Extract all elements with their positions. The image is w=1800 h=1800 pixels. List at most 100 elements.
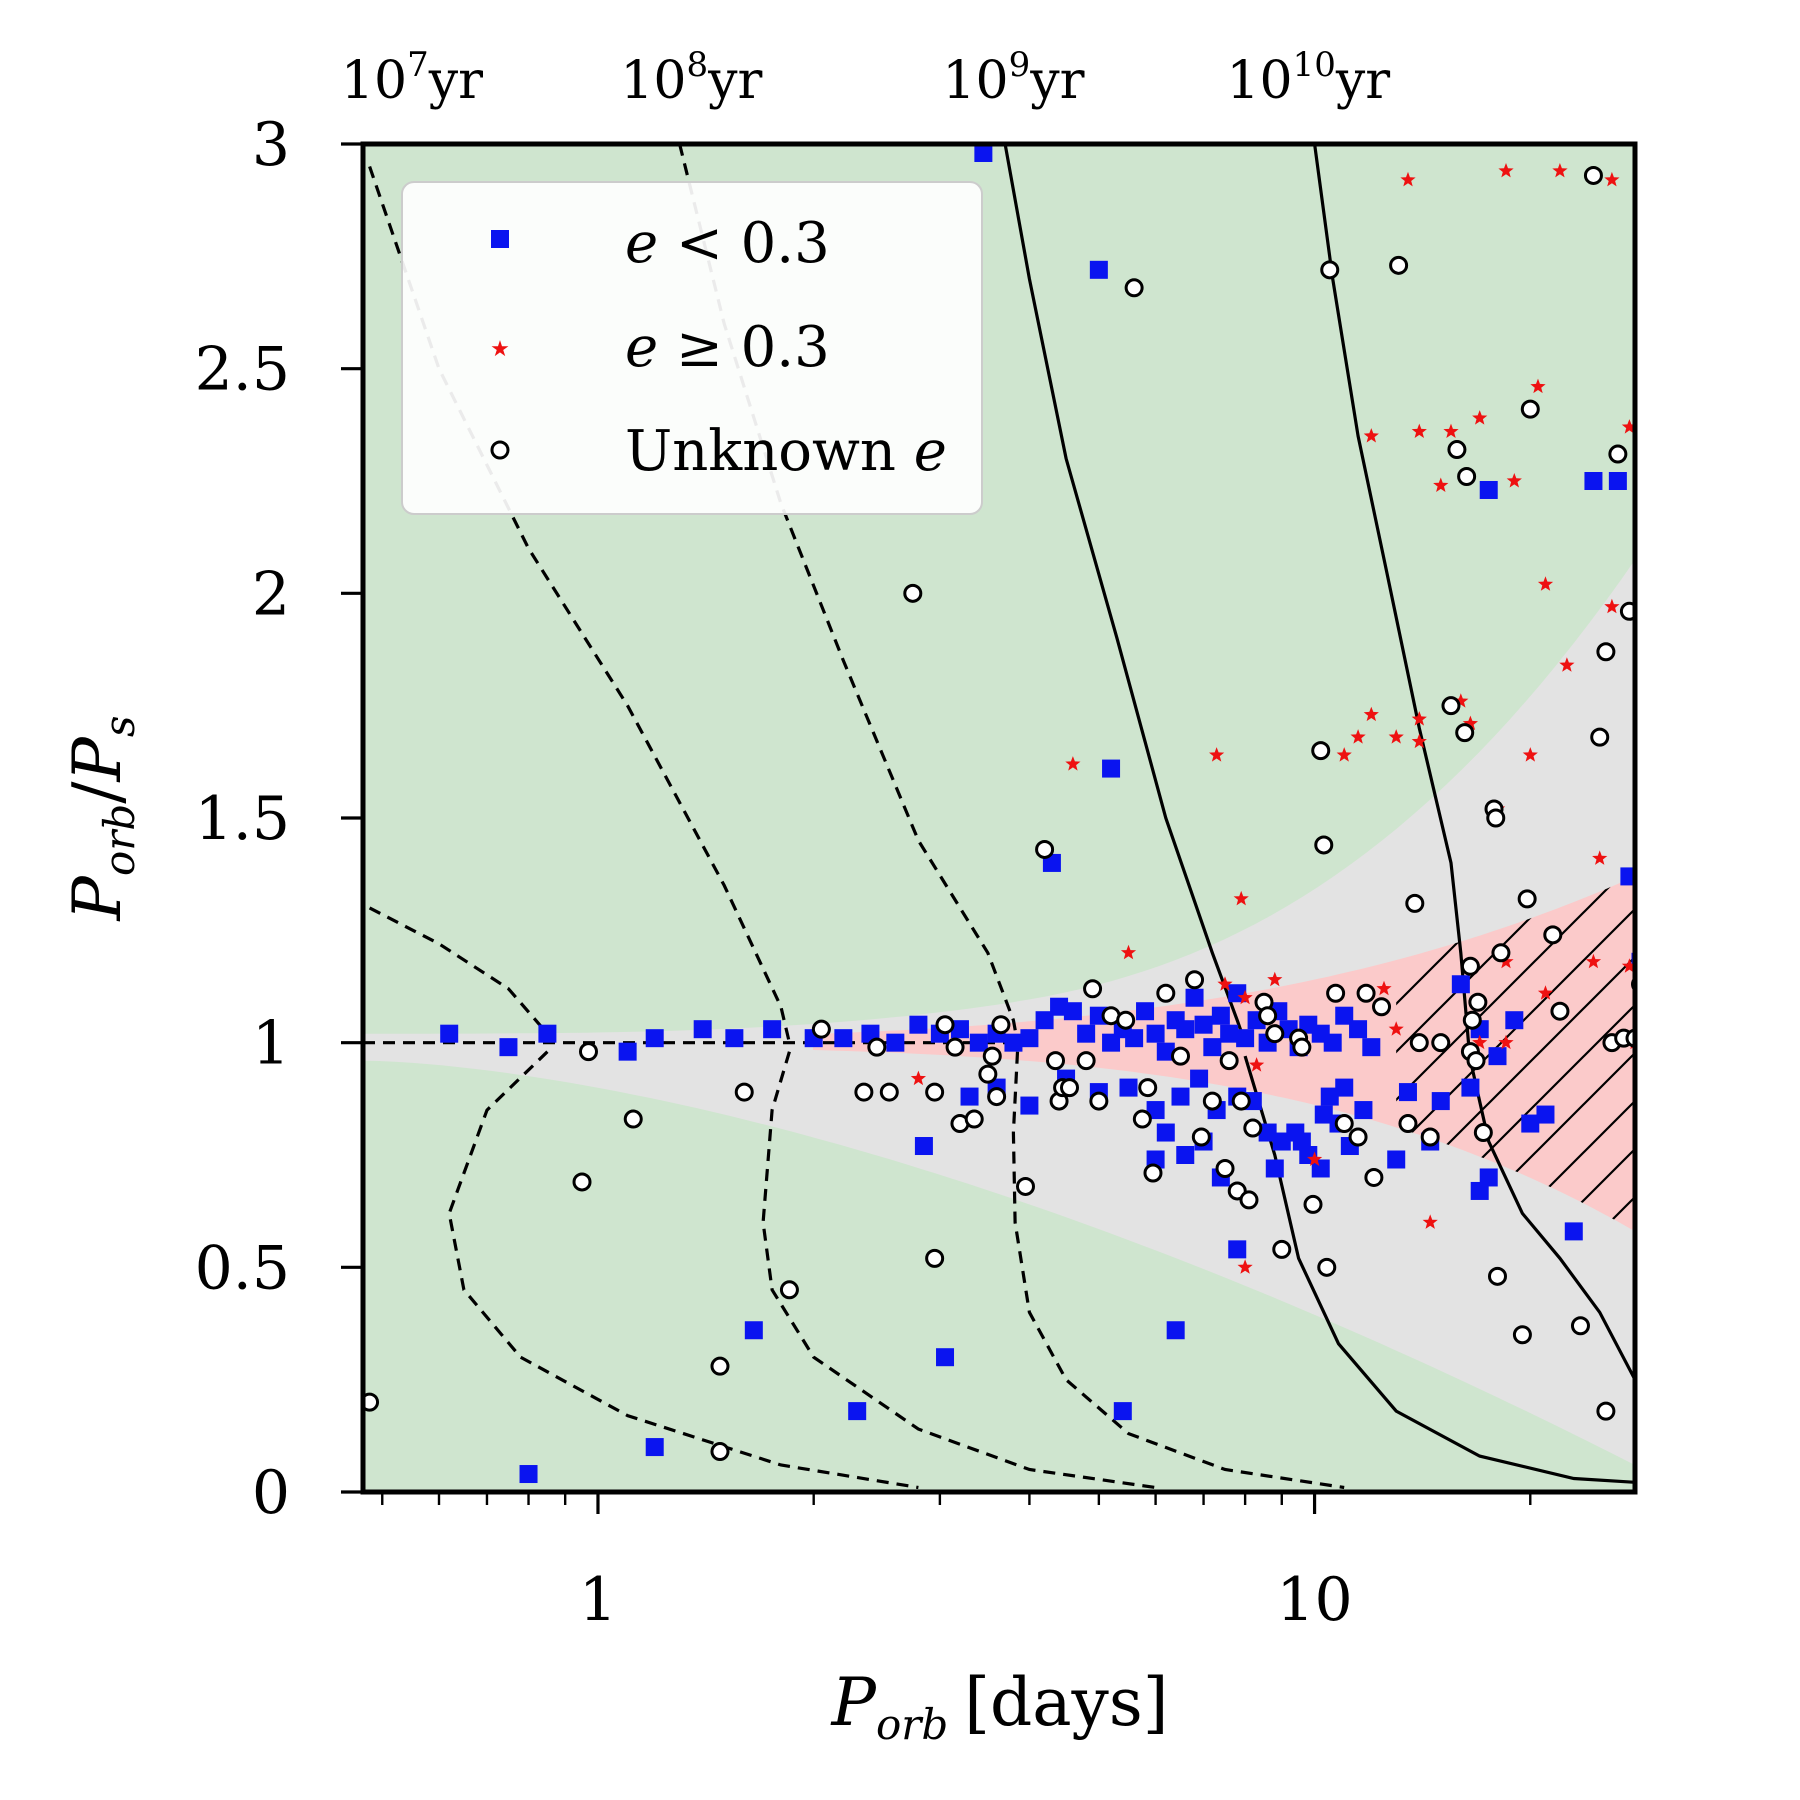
data-point-unknown-e — [1431, 1033, 1451, 1053]
top-age-label: 107yr — [341, 45, 483, 111]
data-point-low-e — [1536, 1105, 1555, 1124]
data-point-unknown-e — [1640, 298, 1656, 314]
data-point-low-e — [1146, 1024, 1165, 1043]
data-point-low-e — [1113, 1402, 1132, 1421]
data-point-unknown-e — [1202, 1091, 1222, 1111]
data-point-low-e — [1185, 988, 1204, 1007]
data-point-low-e — [1119, 1078, 1138, 1097]
legend-circle-marker — [490, 440, 510, 460]
data-point-unknown-e — [1455, 723, 1475, 743]
data-point-high-e — [1433, 477, 1449, 492]
data-point-unknown-e — [1512, 1325, 1532, 1345]
data-point-unknown-e — [1596, 1401, 1616, 1421]
data-point-low-e — [1125, 1029, 1144, 1048]
data-point-low-e — [1479, 1168, 1498, 1187]
data-point-high-e — [1237, 1259, 1253, 1274]
legend-label-unknown-e: Unknown e — [625, 419, 947, 484]
data-point-high-e — [910, 1070, 926, 1086]
data-point-low-e — [1362, 1038, 1381, 1057]
data-point-unknown-e — [903, 583, 923, 603]
data-point-unknown-e — [363, 1392, 380, 1412]
data-point-low-e — [1258, 1123, 1277, 1142]
data-point-low-e — [1265, 1159, 1284, 1178]
data-point-unknown-e — [1015, 1176, 1035, 1196]
data-point-unknown-e — [1317, 1257, 1337, 1277]
data-point-high-e — [1472, 1034, 1488, 1050]
contour-upper-1e11 — [1313, 144, 1471, 1043]
data-point-high-e — [1537, 576, 1554, 591]
data-point-unknown-e — [879, 1082, 899, 1102]
data-point-unknown-e — [1473, 1123, 1493, 1143]
data-point-low-e — [1608, 472, 1627, 490]
data-point-low-e — [936, 1348, 955, 1367]
data-point-unknown-e — [1258, 1006, 1278, 1026]
data-point-low-e — [744, 1321, 763, 1340]
data-point-unknown-e — [1389, 255, 1409, 275]
data-point-unknown-e — [1035, 839, 1055, 859]
data-point-high-e — [1506, 473, 1522, 488]
data-point-low-e — [914, 1137, 933, 1156]
y-tick-label: 0.5 — [195, 1233, 290, 1303]
data-markers — [363, 144, 1665, 1484]
data-point-low-e — [1642, 683, 1660, 701]
data-point-unknown-e — [1231, 1091, 1251, 1111]
data-point-unknown-e — [987, 1087, 1007, 1107]
data-point-low-e — [1166, 1321, 1185, 1340]
plot-area — [363, 144, 1665, 1492]
data-point-unknown-e — [854, 1082, 874, 1102]
data-point-high-e — [1559, 657, 1575, 672]
data-point-low-e — [1020, 1029, 1039, 1048]
data-point-low-e — [499, 1038, 518, 1057]
data-point-unknown-e — [964, 1109, 984, 1129]
data-point-low-e — [1050, 997, 1069, 1016]
data-point-unknown-e — [1083, 979, 1103, 999]
data-point-unknown-e — [1320, 260, 1340, 280]
legend-label-high-e: e ≥ 0.3 — [625, 315, 830, 380]
data-point-high-e — [1453, 693, 1469, 708]
data-point-unknown-e — [1466, 1051, 1486, 1071]
data-point-unknown-e — [1314, 835, 1334, 855]
data-point-unknown-e — [1138, 1078, 1158, 1098]
legend-label-low-e: e < 0.3 — [625, 211, 830, 276]
data-point-low-e — [1311, 1159, 1330, 1178]
data-point-unknown-e — [1420, 1127, 1440, 1147]
data-point-low-e — [1335, 1006, 1354, 1025]
data-point-unknown-e — [1132, 1109, 1152, 1129]
data-point-low-e — [1176, 1020, 1195, 1039]
data-point-low-e — [1089, 260, 1108, 279]
data-point-unknown-e — [1124, 278, 1144, 298]
data-point-unknown-e — [811, 1019, 831, 1039]
data-point-high-e — [1376, 980, 1392, 996]
data-point-low-e — [1194, 1015, 1213, 1034]
data-point-unknown-e — [1570, 1316, 1590, 1336]
data-point-unknown-e — [978, 1064, 998, 1084]
data-point-unknown-e — [1468, 992, 1488, 1012]
data-point-high-e — [1336, 747, 1352, 762]
data-point-unknown-e — [1060, 1078, 1080, 1098]
data-point-unknown-e — [1520, 399, 1540, 419]
y-tick-label: 2 — [252, 559, 290, 629]
data-point-unknown-e — [1156, 983, 1176, 1003]
data-point-high-e — [1233, 890, 1249, 906]
data-point-low-e — [1077, 1024, 1096, 1043]
data-point-unknown-e — [1219, 1051, 1239, 1071]
data-point-unknown-e — [1143, 1163, 1163, 1183]
data-point-unknown-e — [1292, 1037, 1312, 1057]
data-point-high-e — [1530, 378, 1546, 394]
legend-item-high-e: ★ e ≥ 0.3 — [490, 315, 830, 380]
data-point-high-e — [1462, 715, 1478, 731]
data-point-low-e — [1488, 1047, 1507, 1066]
data-point-high-e — [1498, 1034, 1514, 1050]
data-point-low-e — [960, 1087, 979, 1106]
contour-upper-1e8 — [368, 165, 791, 1044]
y-axis: 0 0.5 1 1.5 2 2.5 3 — [195, 110, 363, 1528]
data-point-unknown-e — [1543, 925, 1563, 945]
data-point-unknown-e — [1356, 983, 1376, 1003]
data-point-unknown-e — [1239, 1190, 1259, 1210]
x-tick-label: 10 — [1276, 1565, 1352, 1635]
data-point-unknown-e — [1583, 165, 1603, 185]
data-point-low-e — [1647, 1308, 1665, 1326]
data-point-high-e — [1350, 729, 1366, 744]
data-point-unknown-e — [1191, 1127, 1211, 1147]
data-point-high-e — [1585, 953, 1602, 969]
